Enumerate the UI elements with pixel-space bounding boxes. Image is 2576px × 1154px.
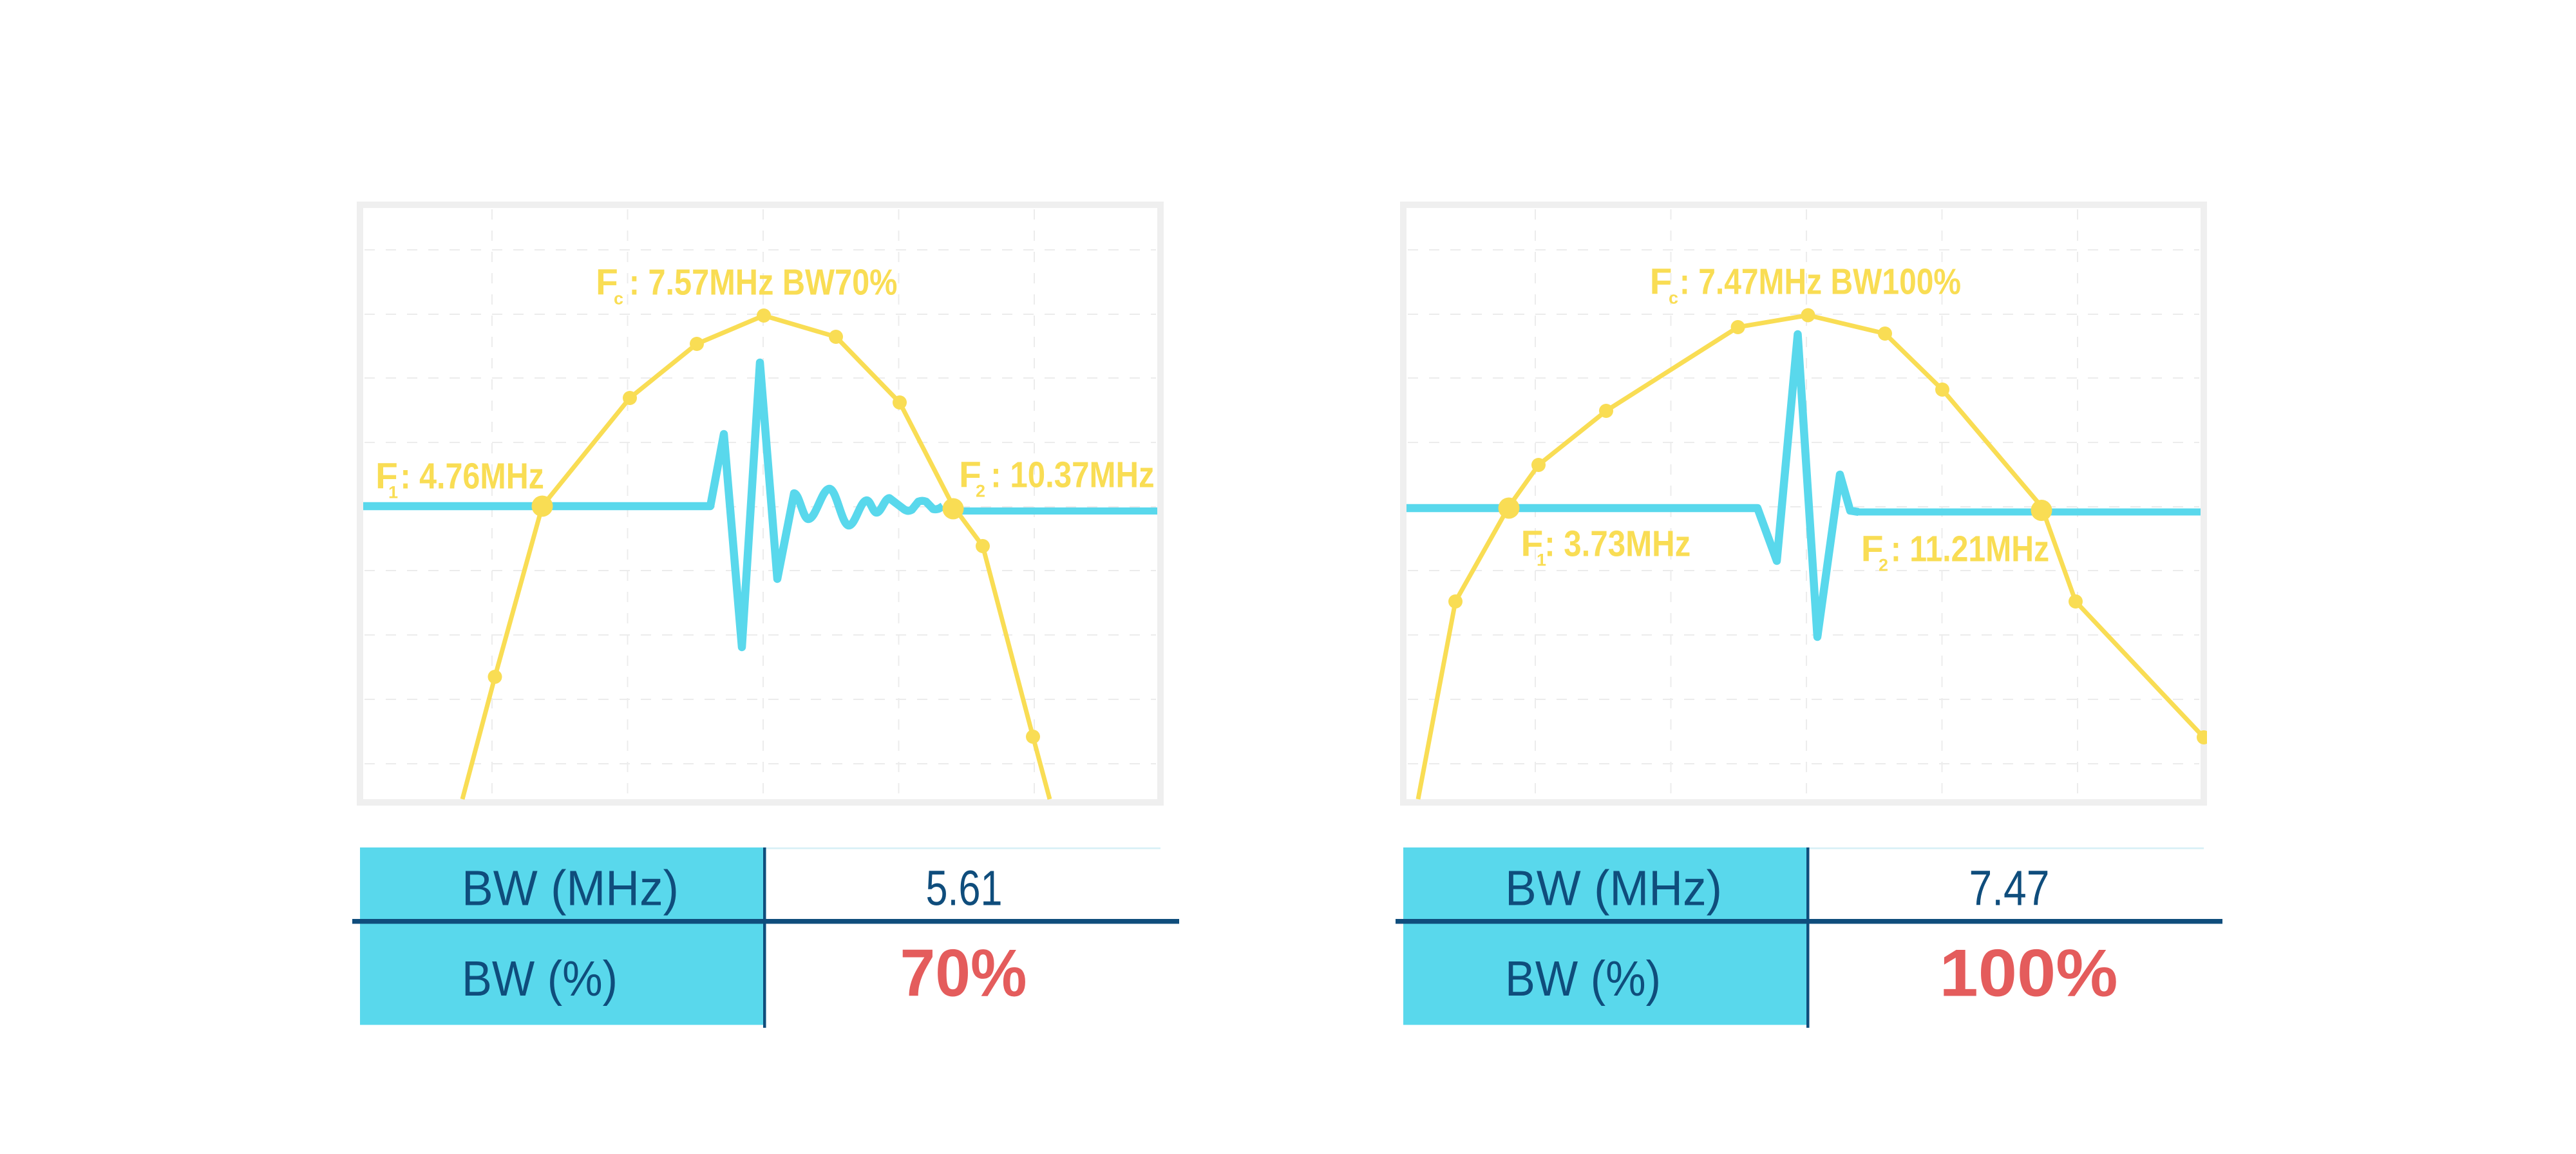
svg-text:: 4.76MHz: : 4.76MHz (401, 455, 544, 497)
svg-text:: 10.37MHz: : 10.37MHz (990, 455, 1154, 496)
svg-text:BW (MHz): BW (MHz) (1505, 861, 1722, 916)
svg-text:5.61: 5.61 (926, 861, 1003, 916)
svg-text:F: F (1861, 529, 1884, 570)
svg-text:2: 2 (1879, 556, 1888, 575)
svg-text:F: F (596, 262, 618, 303)
svg-text:: 11.21MHz: : 11.21MHz (1891, 529, 2049, 570)
svg-text:1: 1 (1537, 551, 1546, 570)
svg-text:BW (%): BW (%) (462, 951, 618, 1007)
svg-text:c: c (614, 289, 623, 308)
svg-text:BW (%): BW (%) (1505, 951, 1661, 1007)
svg-text:100%: 100% (1940, 936, 2118, 1011)
svg-text:: 7.57MHz BW70%: : 7.57MHz BW70% (629, 262, 898, 303)
svg-text:BW (MHz): BW (MHz) (462, 861, 679, 916)
svg-text:70%: 70% (900, 936, 1027, 1011)
svg-text:: 3.73MHz: : 3.73MHz (1544, 524, 1690, 565)
svg-text:F: F (959, 455, 981, 496)
svg-text:c: c (1669, 288, 1678, 308)
svg-text:F: F (375, 455, 398, 497)
svg-text:1: 1 (388, 482, 398, 502)
svg-text:2: 2 (976, 482, 985, 501)
svg-text:: 7.47MHz BW100%: : 7.47MHz BW100% (1680, 261, 1961, 303)
svg-text:7.47: 7.47 (1969, 861, 2050, 916)
svg-text:F: F (1521, 524, 1544, 565)
svg-text:F: F (1650, 261, 1672, 303)
